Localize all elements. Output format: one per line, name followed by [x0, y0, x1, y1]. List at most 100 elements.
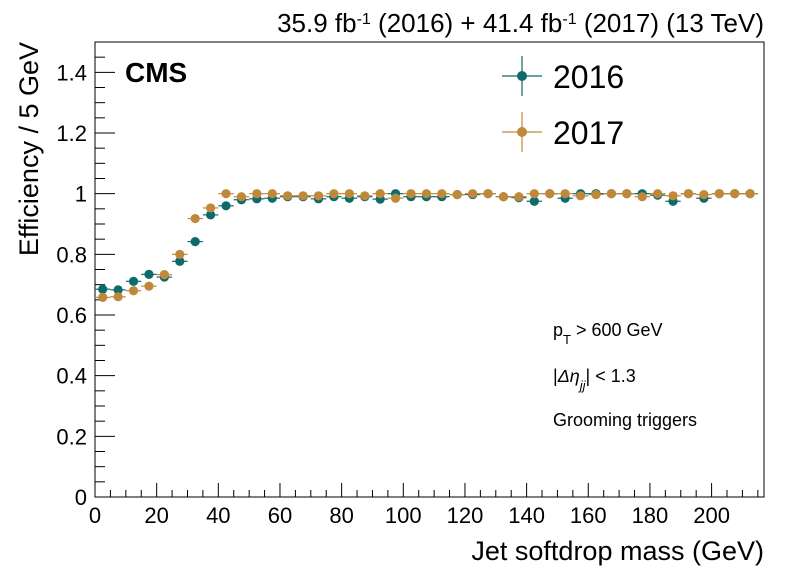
point-marker [144, 281, 154, 291]
data-point [249, 189, 265, 199]
axis-ticks [94, 56, 759, 498]
point-marker [668, 191, 678, 201]
x-tick-label: 120 [447, 503, 484, 528]
legend-entry-2016: 2016 [502, 56, 624, 96]
data-point [418, 189, 435, 199]
point-marker [421, 189, 432, 199]
data-point [110, 285, 126, 295]
eta-cut-annotation: |Δηjj| < 1.3 [553, 366, 636, 393]
data-point [511, 192, 527, 202]
point-marker [236, 192, 247, 202]
y-tick-label: 0.2 [56, 424, 87, 449]
point-marker [206, 203, 216, 213]
point-marker [159, 270, 169, 280]
data-point [218, 189, 234, 199]
y-tick-label: 1 [75, 182, 87, 207]
point-marker [560, 189, 570, 199]
point-marker [437, 189, 447, 199]
title-lumi-2016: 35.9 fb [277, 8, 357, 38]
data-point [680, 189, 697, 199]
point-marker [637, 192, 647, 202]
data-point [619, 189, 635, 199]
x-tick-label: 20 [144, 503, 168, 528]
data-point [480, 189, 496, 199]
point-marker [683, 189, 694, 199]
point-marker [390, 193, 401, 203]
x-tick-label: 200 [693, 503, 730, 528]
point-marker [606, 189, 616, 199]
point-marker [313, 191, 324, 201]
title-exponent-2: -1 [562, 11, 576, 28]
pt-subscript: T [563, 332, 571, 347]
data-point [357, 191, 373, 201]
x-tick-label: 80 [329, 503, 353, 528]
point-marker [730, 189, 740, 199]
data-point [372, 189, 388, 199]
y-axis-title: Efficiency / 5 GeV [14, 42, 44, 256]
data-point [711, 189, 728, 199]
title-exponent-1: -1 [357, 11, 371, 28]
data-point [218, 201, 234, 211]
data-point [572, 191, 589, 201]
data-point [403, 189, 419, 199]
point-marker [98, 292, 108, 303]
point-marker [529, 189, 539, 199]
data-point [649, 189, 666, 199]
point-marker [545, 189, 555, 199]
data-point [634, 192, 650, 202]
data-point [526, 189, 543, 199]
data-point [742, 189, 758, 199]
y-tick-label: 0.6 [56, 303, 87, 328]
data-point [387, 193, 404, 203]
point-marker [128, 276, 139, 286]
data-point [125, 286, 142, 296]
x-tick-label: 0 [89, 503, 101, 528]
data-point [326, 189, 342, 199]
point-marker [375, 189, 385, 199]
data-point [187, 236, 203, 247]
eta-cut-value: | < 1.3 [586, 366, 636, 386]
point-marker [113, 292, 123, 302]
legend-2016-marker [517, 71, 527, 81]
point-marker [483, 189, 493, 199]
point-marker [298, 191, 308, 201]
point-marker [714, 189, 724, 199]
point-marker [653, 189, 663, 199]
data-point [526, 196, 543, 206]
data-point [141, 281, 157, 291]
point-marker [498, 192, 509, 202]
pt-cut-annotation: pT > 600 GeV [553, 320, 663, 347]
y-tick-labels: 0 0.2 0.4 0.6 0.8 1 1.2 1.4 [56, 60, 87, 510]
title-end: (2017) (13 TeV) [577, 8, 764, 38]
data-point [295, 191, 311, 201]
eta-subscript: jj [578, 378, 587, 393]
data-point [156, 270, 173, 280]
data-point [542, 189, 558, 199]
point-marker [622, 189, 632, 199]
legend-2016-label: 2016 [553, 59, 624, 95]
point-marker [591, 189, 601, 200]
point-marker [113, 285, 123, 295]
data-point [464, 189, 481, 199]
x-tick-label: 140 [508, 503, 545, 528]
data-point [95, 292, 111, 303]
data-point [310, 191, 327, 201]
point-marker [175, 256, 185, 266]
point-marker [267, 189, 277, 199]
data-point [557, 189, 573, 199]
point-marker [221, 201, 231, 211]
point-marker [206, 210, 216, 220]
x-tick-label: 100 [385, 503, 422, 528]
point-marker [144, 269, 154, 279]
point-marker [468, 189, 478, 199]
point-marker [252, 189, 262, 199]
point-marker [190, 236, 200, 247]
data-point [603, 189, 620, 199]
data-point [172, 249, 188, 259]
data-point [665, 191, 681, 201]
point-marker [329, 189, 339, 199]
y-tick-label: 0.4 [56, 364, 87, 389]
title-mid: (2016) + 41.4 fb [371, 8, 563, 38]
series-2017 [95, 189, 758, 303]
